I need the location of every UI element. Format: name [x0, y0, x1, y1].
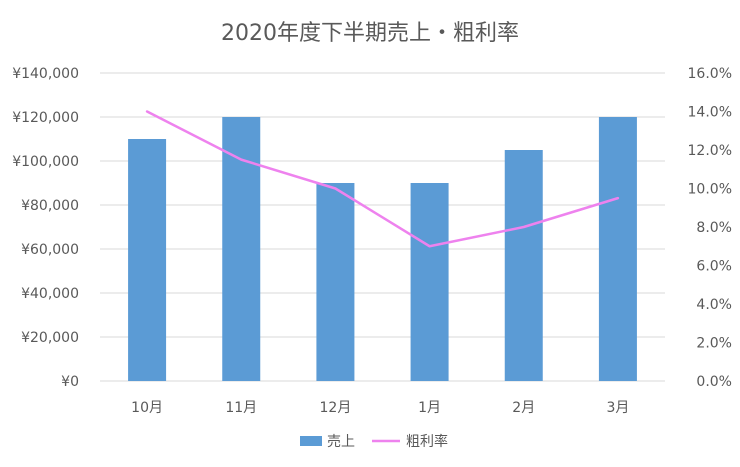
bar	[316, 183, 355, 381]
line-point	[429, 245, 431, 247]
left-axis-tick-label: ¥120,000	[12, 110, 79, 126]
legend-bar-swatch	[300, 436, 322, 446]
gridlines	[100, 72, 665, 382]
x-axis-tick-label: 10月	[131, 400, 163, 416]
right-axis-tick-label: 8.0%	[696, 220, 732, 236]
line-series	[145, 110, 620, 248]
left-axis-tick-label: ¥60,000	[21, 242, 79, 258]
left-axis-tick-label: ¥100,000	[12, 154, 79, 170]
right-axis-tick-label: 16.0%	[688, 66, 732, 82]
right-axis-tick-label: 14.0%	[688, 105, 732, 121]
line-point	[146, 111, 148, 112]
right-axis-tick-label: 10.0%	[688, 182, 732, 198]
bar	[504, 150, 543, 381]
line-point	[334, 188, 336, 189]
x-axis-tick-label: 1月	[418, 400, 441, 416]
chart-title: 2020年度下半期売上・粗利率	[221, 21, 519, 46]
right-axis-tick-label: 0.0%	[696, 374, 732, 390]
x-axis-tick-label: 12月	[320, 400, 352, 416]
bar	[222, 117, 261, 381]
left-axis-tick-label: ¥80,000	[21, 198, 79, 214]
bar	[598, 117, 637, 381]
line-path	[145, 110, 620, 248]
left-axis-tick-label: ¥140,000	[12, 66, 79, 82]
line-point	[523, 226, 525, 228]
right-axis-tick-label: 2.0%	[696, 336, 732, 352]
left-axis-ticks: ¥0 ¥20,000 ¥40,000 ¥60,000 ¥80,000 ¥100,000 ¥1…	[12, 66, 79, 390]
x-axis-tick-label: 3月	[606, 400, 629, 416]
x-axis-tick-label: 11月	[225, 400, 257, 416]
right-axis-tick-label: 12.0%	[688, 143, 732, 159]
right-axis-tick-label: 4.0%	[696, 297, 732, 313]
left-axis-tick-label: ¥0	[61, 374, 79, 390]
bar	[128, 139, 167, 381]
left-axis-tick-label: ¥40,000	[21, 286, 79, 302]
left-axis-tick-label: ¥20,000	[21, 330, 79, 346]
bar-series	[128, 117, 637, 381]
legend-label: 粗利率	[406, 433, 448, 450]
bar	[410, 183, 449, 381]
x-axis-ticks: 10月 11月 12月 1月 2月 3月	[131, 400, 629, 416]
right-axis-ticks: 0.0% 2.0% 4.0% 6.0% 8.0% 10.0% 12.0% 14.0% 16.0%	[688, 66, 732, 390]
line-point	[617, 197, 619, 199]
legend-label: 売上	[327, 434, 355, 450]
legend: 売上 粗利率	[300, 433, 448, 450]
line-point	[240, 159, 242, 161]
x-axis-tick-label: 2月	[512, 400, 535, 416]
right-axis-tick-label: 6.0%	[696, 259, 732, 275]
